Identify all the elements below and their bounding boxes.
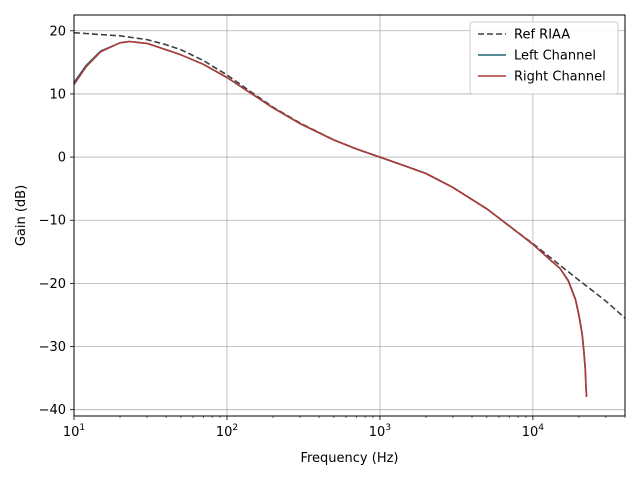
x-tick-label: 101 <box>63 423 85 440</box>
series-line-right-channel <box>73 40 588 398</box>
y-tick-label: −20 <box>39 277 66 292</box>
y-tick-label: −30 <box>39 340 66 355</box>
legend-label: Ref RIAA <box>514 28 570 43</box>
plot-lines <box>73 31 626 398</box>
legend: Ref RIAA Left Channel Right Channel <box>469 21 619 95</box>
y-tick-label: 20 <box>49 24 66 39</box>
y-tick-label: −40 <box>39 403 66 418</box>
legend-label: Right Channel <box>514 70 606 85</box>
x-tick-label: 103 <box>369 423 391 440</box>
y-axis: 20 10 0 −10 −20 −30 −40 <box>39 24 74 418</box>
x-axis-label: Frequency (Hz) <box>300 451 398 466</box>
grid <box>73 15 625 416</box>
x-tick-label: 102 <box>216 423 238 440</box>
legend-box <box>469 21 619 95</box>
y-tick-label: 10 <box>49 87 66 102</box>
plot-frame <box>73 14 626 417</box>
y-tick-label: −10 <box>39 214 66 229</box>
x-axis: 101 102 103 104 <box>63 416 626 440</box>
y-axis-label: Gain (dB) <box>14 185 29 246</box>
legend-label: Left Channel <box>514 49 596 64</box>
x-tick-label: 104 <box>522 423 545 440</box>
y-tick-label: 0 <box>58 151 66 166</box>
